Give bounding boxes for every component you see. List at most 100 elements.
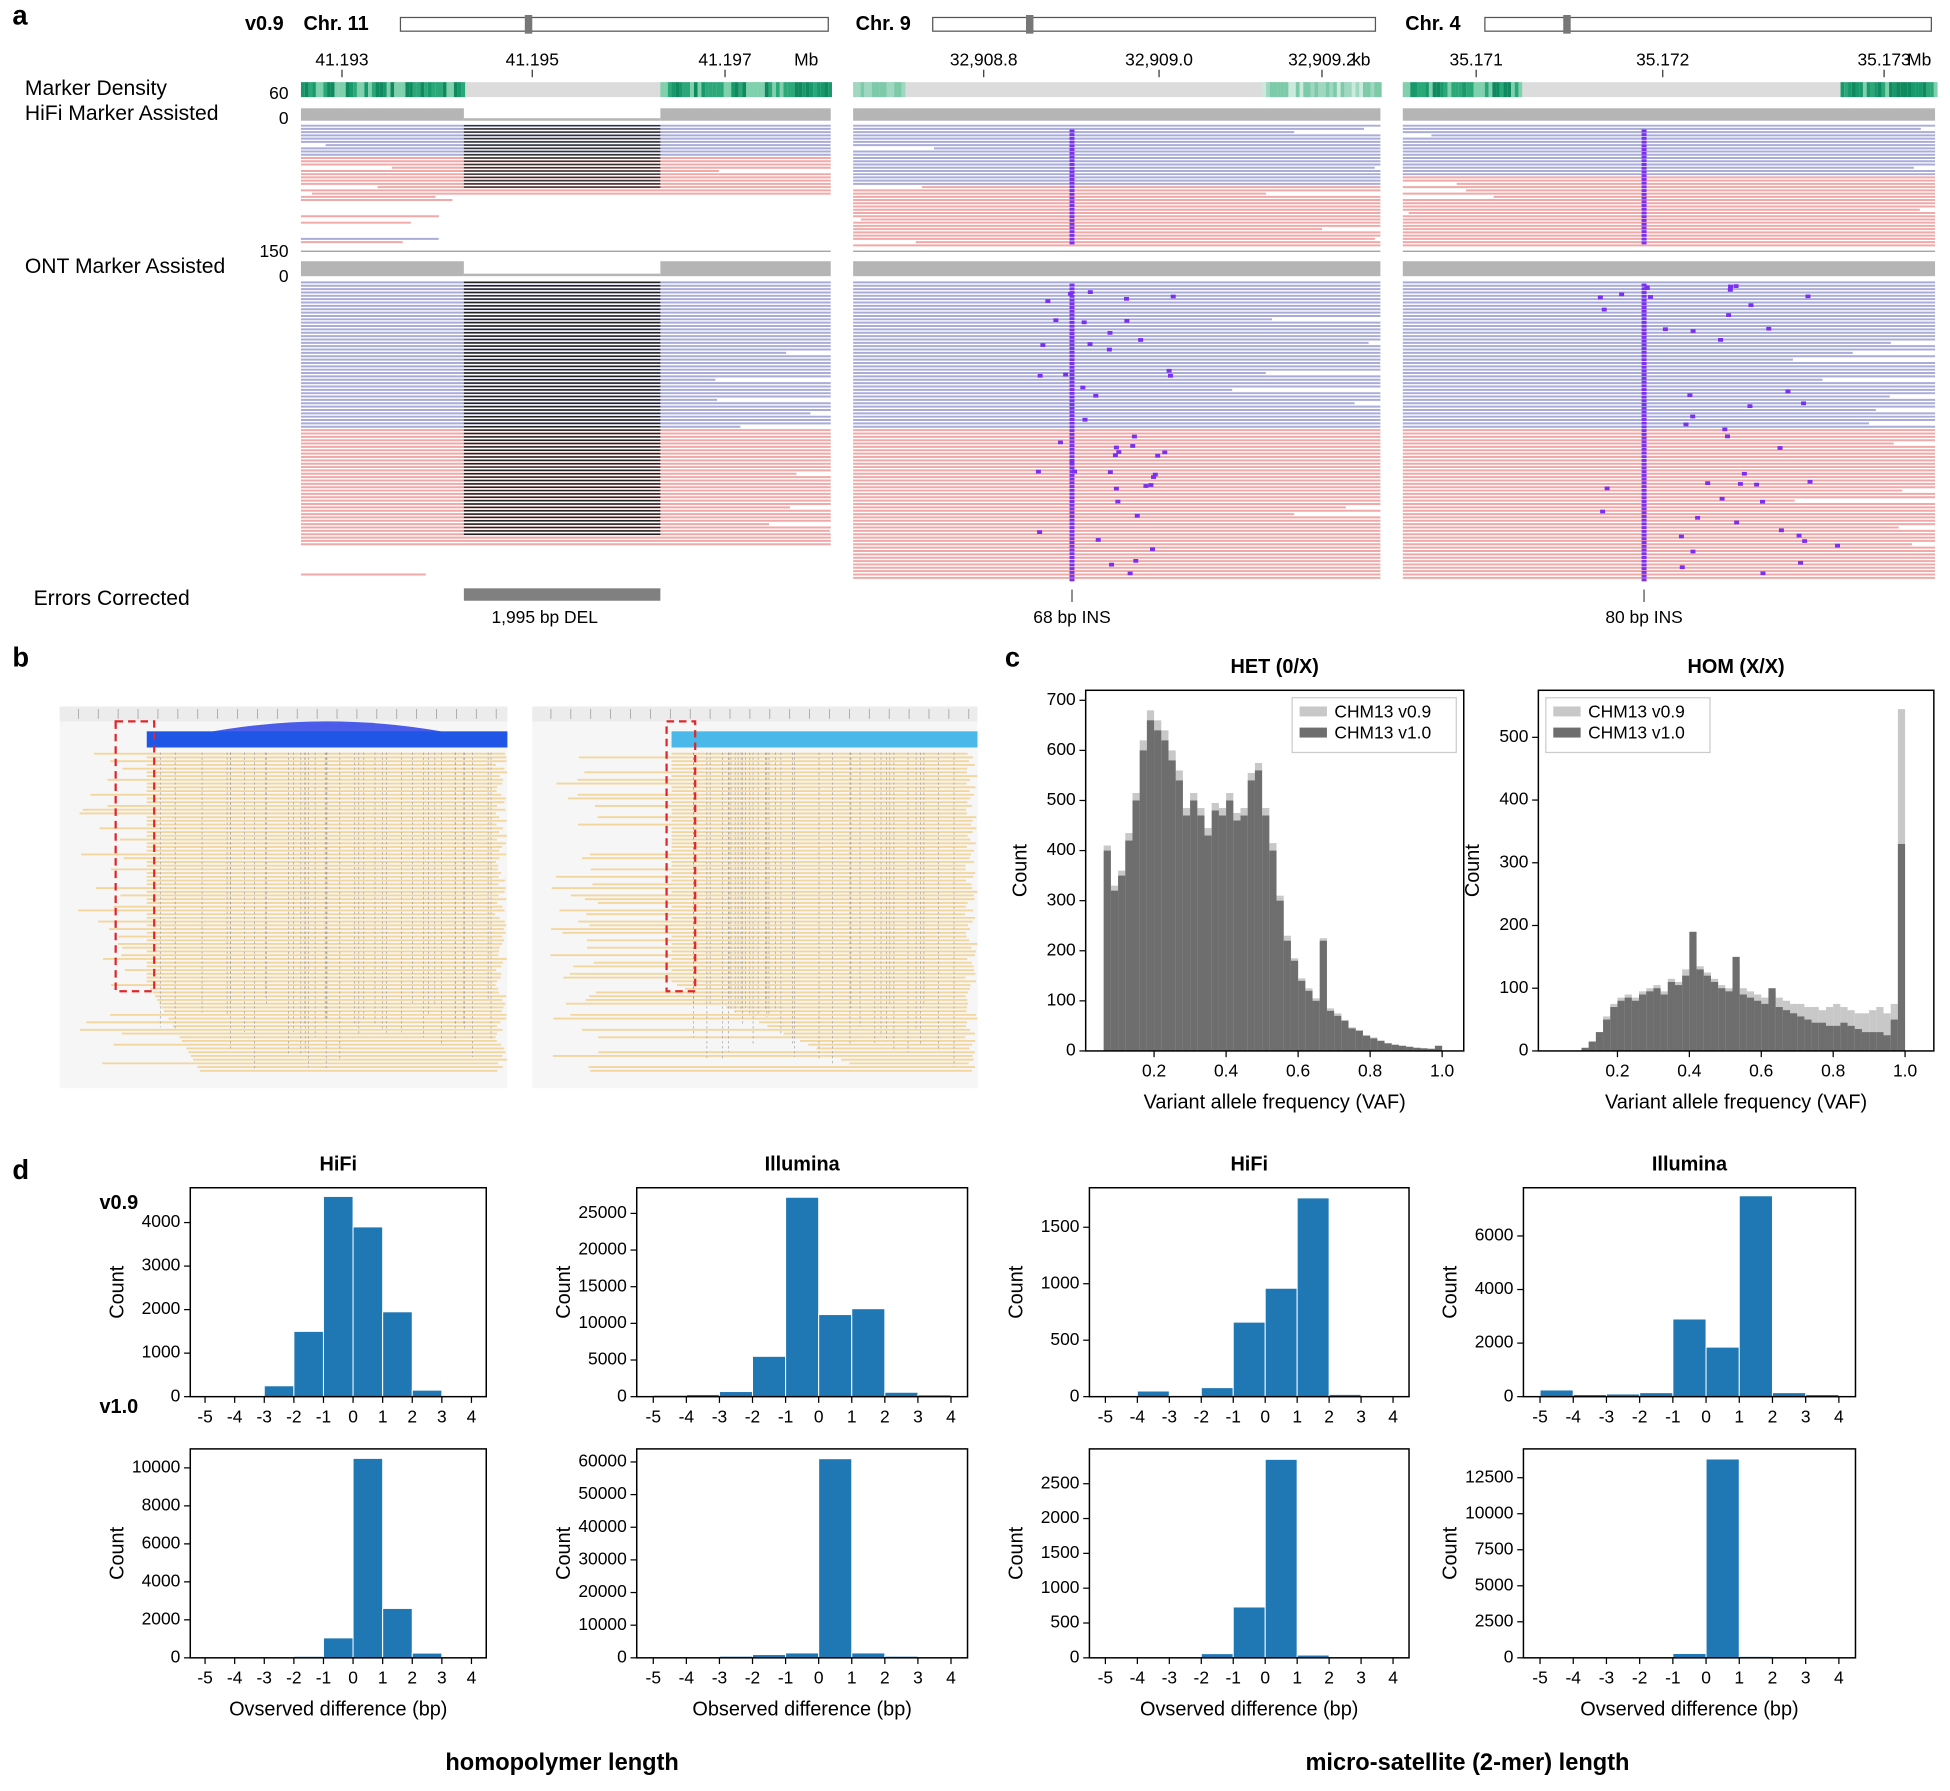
insertion [1070, 399, 1075, 402]
insertion [1070, 519, 1075, 522]
insertion [1150, 547, 1155, 551]
marker-density [1436, 82, 1440, 97]
insertion [1642, 399, 1647, 402]
event-label: 80 bp INS [1605, 607, 1682, 627]
marker-density [1515, 82, 1519, 97]
track-label: Errors Corrected [34, 587, 190, 610]
insertion [1642, 343, 1647, 346]
marker-density [1440, 82, 1444, 97]
x-tick-label: 4 [467, 1406, 477, 1426]
marker-density [420, 82, 424, 97]
insertion [1619, 292, 1624, 296]
insertion [1070, 234, 1075, 237]
y-tick-label: 6000 [142, 1532, 181, 1552]
marker-density [683, 82, 687, 97]
marker-density [308, 82, 312, 97]
x-tick-label: 0 [1260, 1406, 1270, 1426]
insertion [1070, 511, 1075, 514]
marker-density [327, 82, 331, 97]
bar [1697, 969, 1704, 1051]
insertion [1070, 362, 1075, 365]
y-tick-label: 2500 [1475, 1610, 1514, 1630]
y-tick-label: 100 [1499, 977, 1528, 997]
insertion [1645, 286, 1650, 290]
insertion [1728, 288, 1733, 292]
insertion [1070, 328, 1075, 331]
legend-label: CHM13 v0.9 [1588, 701, 1685, 721]
x-tick-label: 4 [946, 1406, 956, 1426]
insertion [1070, 204, 1075, 207]
insertion [1070, 310, 1075, 313]
event-label: 68 bp INS [1033, 607, 1110, 627]
insertion [1747, 404, 1752, 408]
marker-density [1889, 82, 1893, 97]
y-tick-label: 50000 [578, 1483, 626, 1503]
marker-density [757, 82, 761, 97]
marker-density [1874, 82, 1878, 97]
y-tick-label: 1500 [1041, 1542, 1080, 1562]
marker-density [1448, 82, 1452, 97]
insertion [1642, 302, 1647, 305]
insertion [1070, 496, 1075, 499]
x-tick-label: -4 [227, 1406, 243, 1426]
coordinate-label: 41.197 [698, 50, 751, 70]
bar [1168, 760, 1175, 1051]
insertion [1760, 571, 1765, 575]
panel-label: c [1005, 641, 1020, 672]
x-tick-label: -5 [197, 1406, 212, 1426]
insertion [1070, 392, 1075, 395]
bar [1435, 1046, 1442, 1051]
bar [1265, 1459, 1297, 1657]
insertion [1082, 418, 1087, 422]
marker-density [679, 82, 683, 97]
insertion [1070, 325, 1075, 328]
insertion [1642, 148, 1647, 151]
marker-density [1281, 82, 1285, 97]
marker-density [765, 82, 769, 97]
marker-density [1262, 82, 1266, 97]
insertion [1093, 394, 1098, 398]
version-label: v0.9 [245, 13, 284, 35]
bar [1370, 1038, 1377, 1051]
x-tick-label: 1 [1292, 1406, 1302, 1426]
marker-density [1500, 82, 1504, 97]
insertion [1642, 366, 1647, 369]
marker-density [428, 82, 432, 97]
chromosome-label: Chr. 9 [856, 13, 911, 35]
marker-density [1433, 82, 1437, 97]
x-tick-label: 1.0 [1893, 1061, 1917, 1081]
bar [1132, 800, 1139, 1050]
x-tick-label: -4 [1130, 1406, 1146, 1426]
insertion [1128, 572, 1133, 576]
insertion [1036, 470, 1041, 474]
y-tick-label: 0 [1504, 1646, 1514, 1666]
bar [294, 1331, 324, 1396]
marker-density [872, 82, 876, 97]
bar [1790, 1013, 1797, 1051]
insertion [1070, 485, 1075, 488]
insertion [1070, 355, 1075, 358]
insertion [1642, 204, 1647, 207]
insertion [1114, 446, 1119, 450]
bar [1725, 991, 1732, 1051]
insertion [1642, 313, 1647, 316]
marker-density [724, 82, 728, 97]
coordinate-label: 41.195 [506, 50, 559, 70]
marker-density [1370, 82, 1374, 97]
marker-density [323, 82, 327, 97]
y-tick-label: 25000 [578, 1202, 626, 1222]
insertion [1642, 137, 1647, 140]
insertion [1642, 325, 1647, 328]
coordinate-label: 35.171 [1450, 50, 1503, 70]
bar [1190, 800, 1197, 1050]
marker-density [439, 82, 443, 97]
insertion [1605, 487, 1610, 491]
x-tick-label: -5 [646, 1406, 661, 1426]
marker-density [390, 82, 394, 97]
x-tick-label: 0 [814, 1406, 824, 1426]
insertion [1680, 565, 1685, 569]
insertion [1642, 211, 1647, 214]
insertion [1642, 200, 1647, 203]
insertion [1070, 578, 1075, 581]
x-tick-label: -4 [1130, 1668, 1146, 1688]
